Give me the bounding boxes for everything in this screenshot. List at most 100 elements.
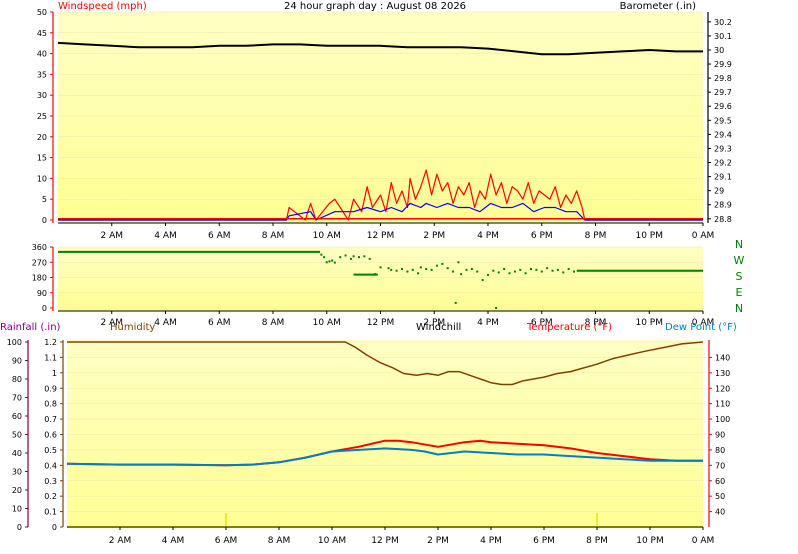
series-wind-direction-deg-point [419, 266, 422, 269]
series-wind-direction-deg-point [481, 279, 484, 282]
series-wind-direction-deg-point [441, 262, 444, 265]
bottom-x-tick-label: 4 AM [162, 536, 185, 546]
series-wind-direction-deg-point [374, 273, 377, 276]
dir-x-tick-label: 8 AM [262, 318, 285, 328]
top-right-tick-label: 29.1 [714, 173, 732, 182]
series-wind-direction-deg-point [333, 261, 336, 264]
dir-compass-label: W [734, 254, 745, 267]
top-right-axis-label: Barometer (.in) [620, 1, 696, 12]
top-right-tick-label: 29.6 [714, 102, 732, 111]
bottom-x-tick-label: 12 PM [371, 536, 399, 546]
bottom-left-tick-label: 1.2 [44, 338, 57, 347]
bottom-x-tick-label: 6 AM [215, 536, 238, 546]
series-wind-direction-deg-point [344, 254, 347, 257]
bottom-x-tick-label: 10 AM [318, 536, 346, 546]
bottom-x-tick-label: 0 AM [692, 536, 715, 546]
bottom-left-tick-label: 0.1 [44, 508, 57, 517]
top-left-tick-label: 0 [42, 216, 47, 225]
top-right-tick-label: 29 [714, 187, 724, 196]
series-wind-direction-deg-point [530, 268, 532, 271]
top-left-tick-label: 25 [37, 112, 47, 121]
bottom-left-tick-label: 10 [12, 505, 22, 514]
series-wind-direction-deg-point [331, 259, 334, 262]
series-wind-direction-deg-point [430, 268, 433, 271]
top-left-tick-label: 35 [37, 70, 47, 79]
bottom-left-tick-label: 0 [17, 523, 22, 532]
bottom-left-tick-label: 40 [12, 449, 22, 458]
dir-x-tick-label: 4 PM [477, 318, 499, 328]
top-x-tick-label: 4 AM [154, 231, 177, 241]
series-wind-direction-deg-point [535, 268, 538, 271]
top-left-tick-label: 40 [37, 50, 47, 59]
series-humidity [67, 341, 704, 386]
series-wind-direction-deg-point [390, 268, 393, 271]
top-right-tick-label: 29.4 [714, 130, 732, 139]
bottom-right-tick-label: 40 [715, 508, 725, 517]
dir-compass-label: N [735, 238, 743, 251]
top-right-tick-label: 29.5 [714, 116, 732, 125]
series-wind-direction-deg-point [567, 268, 570, 271]
top-right-tick-label: 29.2 [714, 159, 732, 168]
bottom-left-tick-label: 20 [12, 486, 22, 495]
bottom-right-tick-label: 130 [715, 369, 730, 378]
series-wind-direction-deg-point [425, 268, 428, 271]
top-left-tick-label: 15 [37, 154, 47, 163]
dir-x-tick-label: 4 AM [154, 318, 177, 328]
top-x-tick-label: 6 PM [531, 231, 553, 241]
series-wind-direction-deg-point [519, 268, 522, 271]
dir-x-tick-label: 2 AM [100, 318, 123, 328]
bottom-left-tick-label: 0.9 [44, 384, 57, 393]
bottom-left-tick-label: 1 [52, 369, 57, 378]
series-wind-direction-deg-point [446, 267, 449, 270]
dir-left-tick-label: 360 [32, 243, 47, 252]
series-wind-direction-deg-point [401, 268, 403, 271]
top-left-tick-label: 20 [37, 133, 47, 142]
top-right-tick-label: 30.1 [714, 32, 732, 41]
series-dew-point-f [66, 447, 703, 467]
top-x-tick-label: 6 AM [208, 231, 231, 241]
bottom-left-tick-label: 0.4 [44, 461, 57, 470]
dir-left-tick-label: 180 [32, 274, 47, 283]
series-wind-direction-deg-point [457, 261, 460, 264]
dir-plot-area [58, 247, 703, 311]
series-wind-direction-outliers-deg-point [495, 307, 498, 309]
bottom-right-tick-label: 60 [715, 477, 725, 486]
top-left-tick-label: 5 [42, 195, 47, 204]
bottom-legend-humidity: Humidity [110, 322, 155, 333]
series-wind-direction-deg-point [470, 268, 473, 271]
dir-x-tick-label: 12 PM [367, 318, 395, 328]
bottom-right-tick-label: 140 [715, 353, 730, 362]
series-wind-direction-deg-point [411, 268, 414, 271]
bottom-plot-area [67, 340, 703, 527]
series-wind-direction-deg-point [325, 261, 328, 264]
bottom-x-tick-label: 8 PM [586, 536, 608, 546]
top-right-tick-label: 29.8 [714, 74, 732, 83]
top-left-tick-label: 45 [37, 29, 47, 38]
bottom-left-tick-label: 0.3 [44, 477, 57, 486]
dir-left-tick-label: 90 [37, 289, 47, 298]
series-wind-direction-deg-point [476, 270, 479, 273]
series-wind-direction-deg-point [328, 260, 331, 263]
dir-x-tick-label: 6 AM [208, 318, 231, 328]
series-wind-direction-deg-point [573, 270, 575, 273]
top-right-tick-label: 29.9 [714, 60, 732, 69]
series-wind-direction-deg-point [387, 267, 390, 270]
series-wind-direction-deg-point [540, 270, 543, 273]
series-wind-direction-deg-point [524, 272, 527, 275]
series-windspeed-mph [58, 202, 703, 221]
bottom-left-tick-label: 60 [12, 412, 22, 421]
bottom-x-tick-label: 6 PM [533, 536, 555, 546]
bottom-left-tick-label: 1.1 [44, 353, 57, 362]
series-wind-direction-deg-point [358, 256, 360, 259]
series-wind-direction-deg-point [562, 271, 565, 274]
bottom-left-tick-label: 0.8 [44, 400, 57, 409]
series-wind-direction-deg-point [508, 272, 511, 275]
series-wind-direction-outliers-deg-point [454, 301, 457, 304]
bottom-right-tick-label: 80 [715, 446, 725, 455]
series-wind-direction-deg-point [452, 270, 455, 273]
series-wind-direction-deg-point [487, 273, 489, 276]
top-x-tick-label: 8 AM [262, 231, 285, 241]
dir-left-tick-label: 0 [42, 304, 47, 313]
bottom-x-tick-label: 2 AM [109, 536, 132, 546]
